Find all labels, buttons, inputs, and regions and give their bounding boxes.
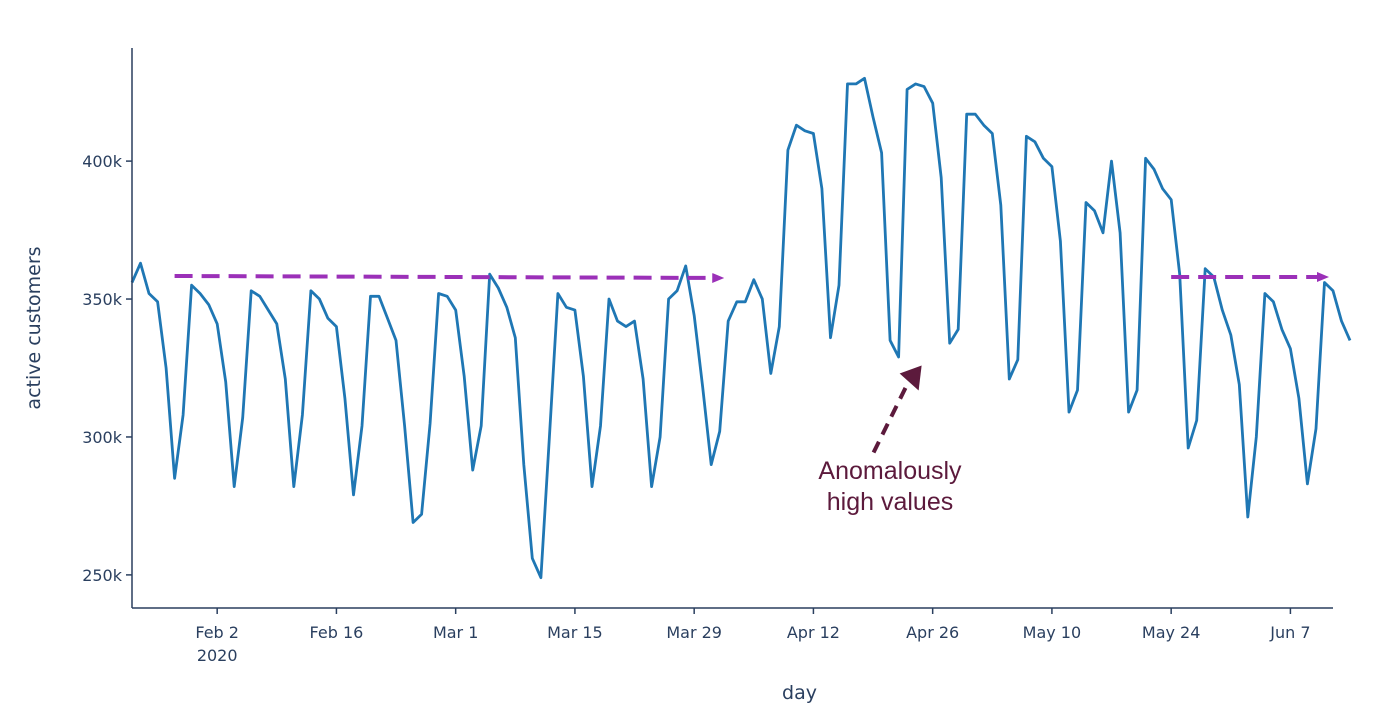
- x-tick-sublabel: 2020: [197, 646, 238, 665]
- axes: 250k 300k 350k 400k Feb 2 2020 Feb 16 Mar 1 Mar …: [23, 48, 1333, 704]
- x-tick-label: Mar 29: [666, 623, 722, 642]
- x-tick-label: Mar 15: [547, 623, 603, 642]
- y-tick-label: 300k: [82, 428, 123, 447]
- plot-area: [130, 76, 1352, 580]
- baseline-arrow: [174, 272, 725, 283]
- anomaly-arrow-shaft: [871, 378, 912, 454]
- y-tick-label: 400k: [82, 152, 123, 171]
- anomaly-arrowhead: [899, 365, 922, 391]
- annotations: Anomalously high values: [174, 271, 1329, 516]
- x-tick-label: Feb 16: [310, 623, 364, 642]
- annotation-text-line1: Anomalously: [818, 457, 962, 485]
- x-tick-label: Jun 7: [1269, 623, 1310, 642]
- y-tick-label: 250k: [82, 566, 123, 585]
- series-line: [130, 76, 1352, 580]
- x-tick-label: May 24: [1142, 623, 1201, 642]
- x-tick-label: Apr 12: [787, 623, 840, 642]
- x-tick-label: Apr 26: [906, 623, 959, 642]
- x-tick-label: May 10: [1023, 623, 1082, 642]
- y-axis-title: active customers: [23, 246, 45, 409]
- x-axis-title: day: [782, 682, 817, 704]
- x-tick-label: Feb 2: [195, 623, 239, 642]
- y-tick-label: 350k: [82, 290, 123, 309]
- x-tick-label: Mar 1: [433, 623, 478, 642]
- annotation-text-line2: high values: [827, 488, 953, 516]
